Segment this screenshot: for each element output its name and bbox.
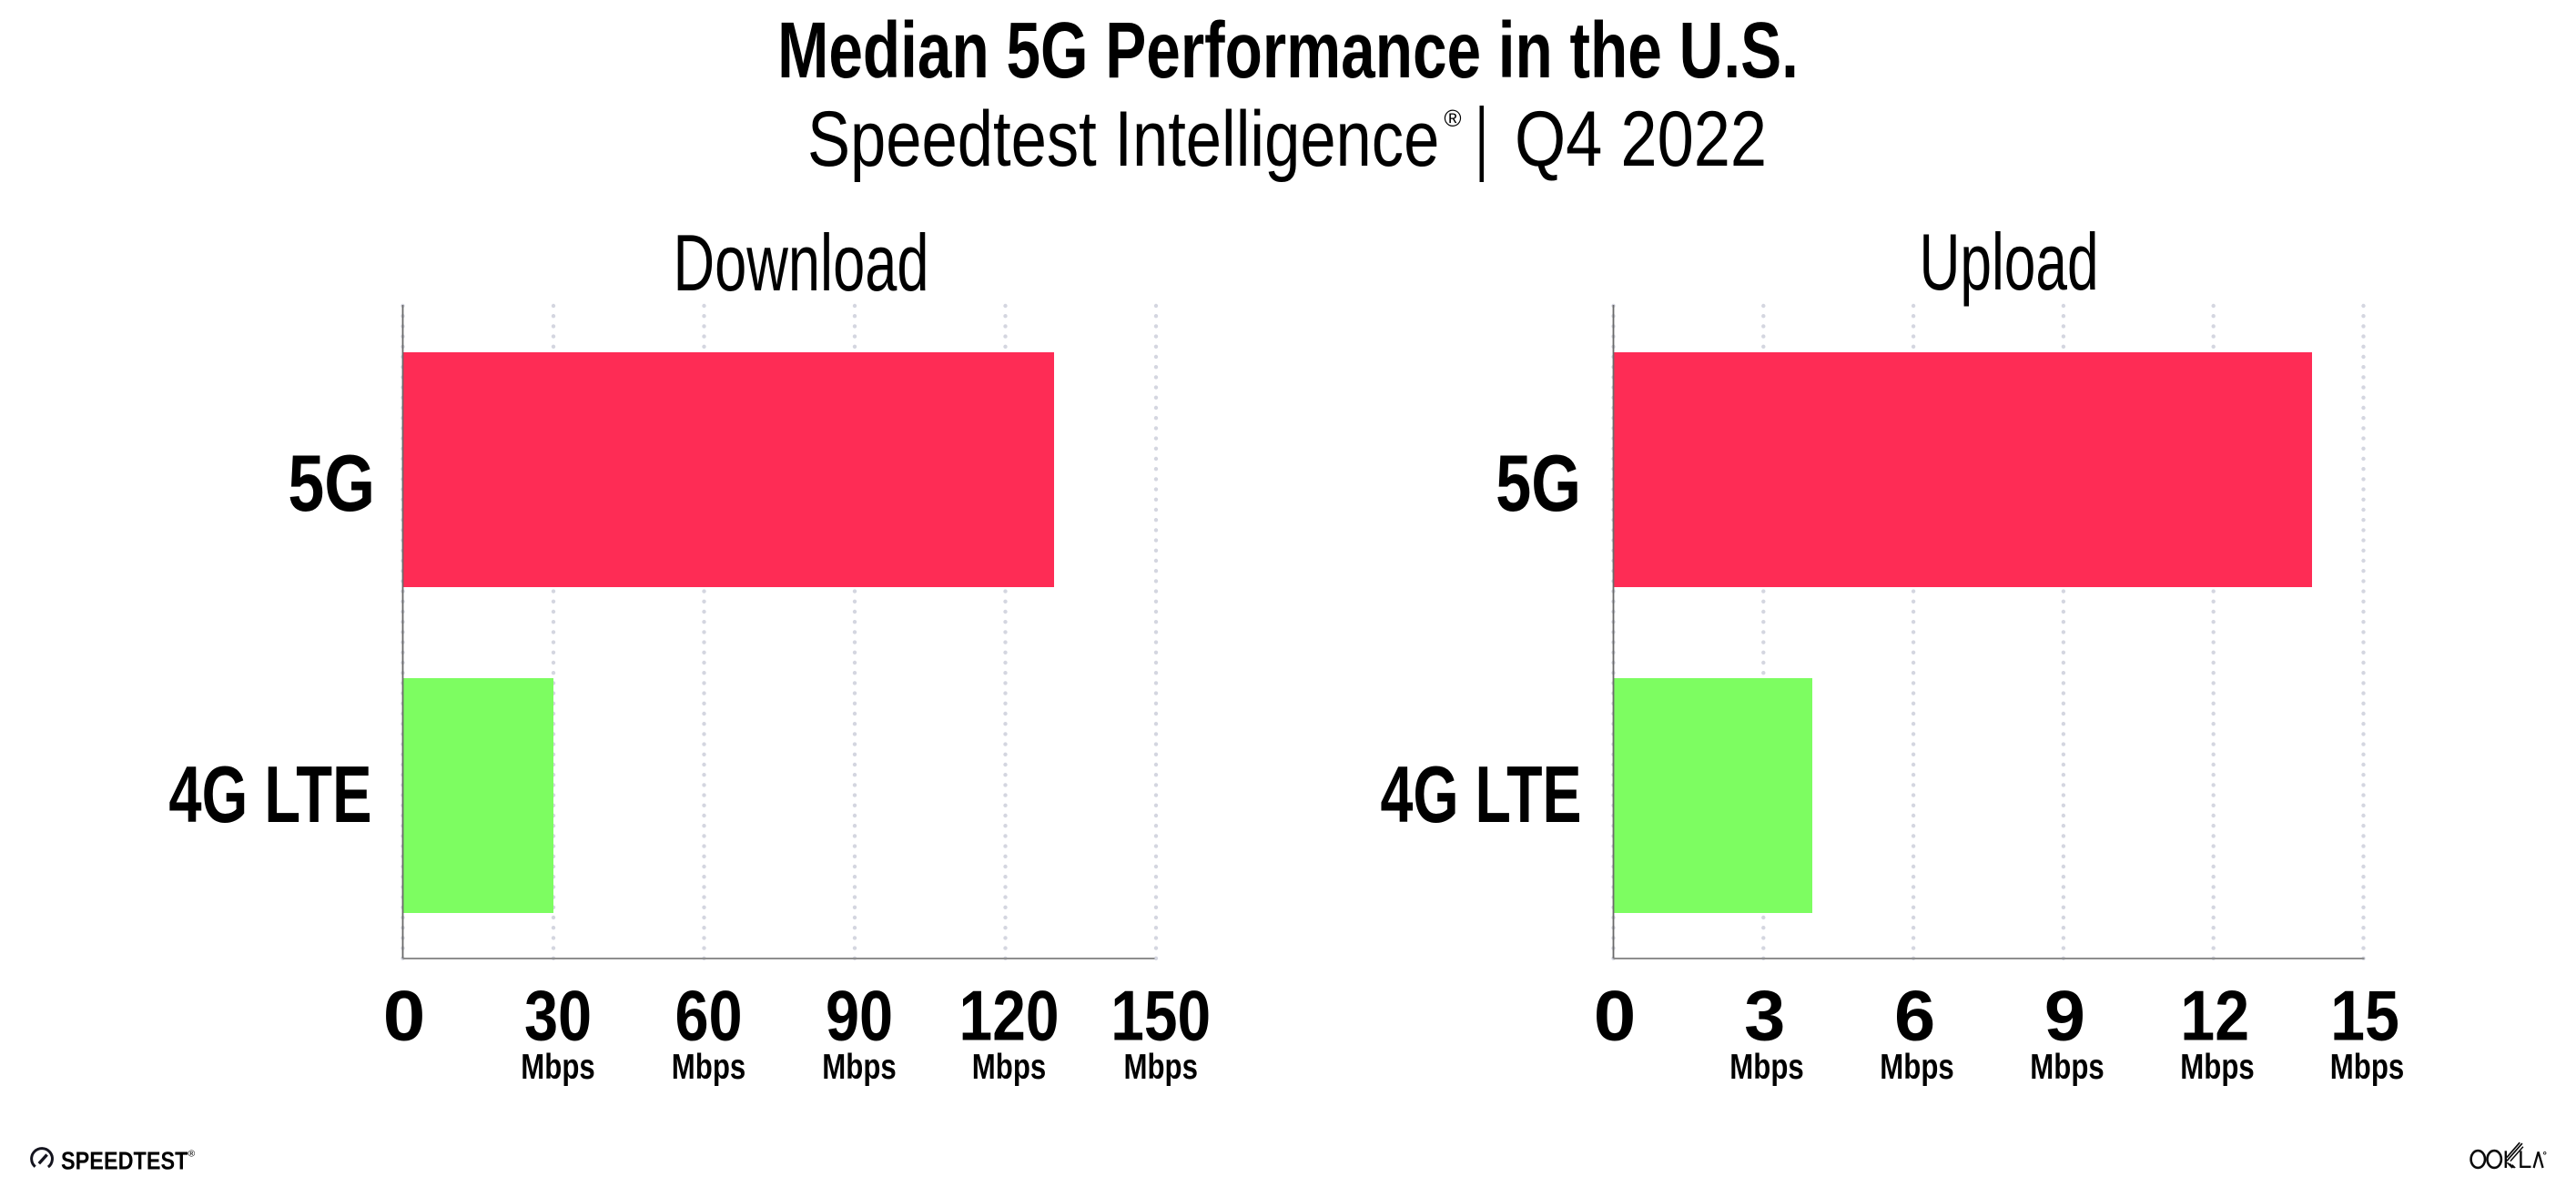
svg-text:5G: 5G bbox=[1496, 438, 1581, 527]
svg-text:Mbps: Mbps bbox=[521, 1048, 594, 1087]
svg-text:5G: 5G bbox=[288, 439, 375, 529]
svg-text:Speedtest Intelligence: Speedtest Intelligence bbox=[807, 95, 1439, 182]
svg-text:Mbps: Mbps bbox=[2330, 1048, 2404, 1087]
svg-text:Mbps: Mbps bbox=[1123, 1048, 1197, 1087]
svg-text:3: 3 bbox=[1744, 976, 1785, 1055]
svg-text:®: ® bbox=[1444, 105, 1461, 132]
svg-text:15: 15 bbox=[2330, 977, 2399, 1055]
svg-text:SPEEDTEST: SPEEDTEST bbox=[61, 1148, 188, 1175]
svg-text:Mbps: Mbps bbox=[2030, 1048, 2104, 1087]
svg-text:Mbps: Mbps bbox=[972, 1048, 1046, 1087]
svg-text:®: ® bbox=[188, 1149, 196, 1160]
svg-text:150: 150 bbox=[1111, 978, 1211, 1056]
svg-text:Download: Download bbox=[674, 219, 929, 309]
svg-text:6: 6 bbox=[1894, 976, 1935, 1055]
svg-text:Mbps: Mbps bbox=[822, 1048, 896, 1087]
svg-text:4G LTE: 4G LTE bbox=[168, 751, 371, 840]
svg-text:Mbps: Mbps bbox=[2180, 1048, 2254, 1087]
svg-text:0: 0 bbox=[1594, 977, 1637, 1055]
svg-text:30: 30 bbox=[524, 978, 592, 1056]
svg-text:Median 5G Performance in the U: Median 5G Performance in the U.S. bbox=[777, 6, 1799, 95]
svg-text:Mbps: Mbps bbox=[672, 1048, 745, 1087]
svg-text:60: 60 bbox=[674, 978, 742, 1056]
svg-text:Q4 2022: Q4 2022 bbox=[1515, 95, 1767, 182]
svg-text:4G LTE: 4G LTE bbox=[1381, 750, 1582, 839]
svg-text:Mbps: Mbps bbox=[1880, 1048, 1953, 1087]
svg-text:120: 120 bbox=[959, 978, 1060, 1056]
svg-text:9: 9 bbox=[2044, 976, 2085, 1055]
svg-text:Mbps: Mbps bbox=[1729, 1048, 1803, 1087]
svg-text:12: 12 bbox=[2180, 977, 2249, 1055]
svg-text:90: 90 bbox=[826, 978, 893, 1056]
svg-text:0: 0 bbox=[383, 977, 426, 1055]
svg-text:Upload: Upload bbox=[1919, 218, 2098, 307]
